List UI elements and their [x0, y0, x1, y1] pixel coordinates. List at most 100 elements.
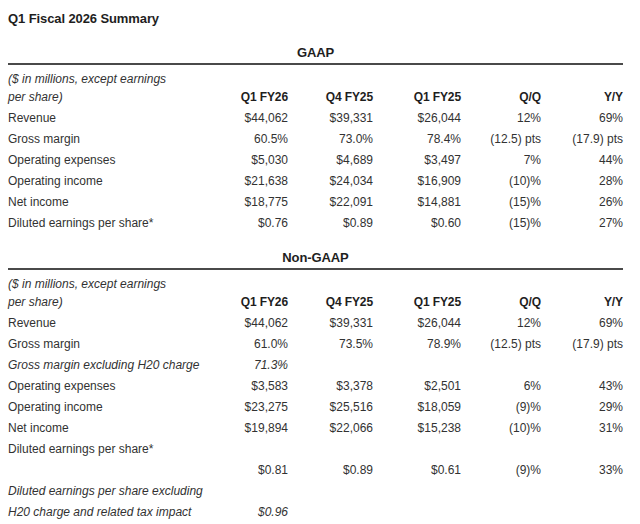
table-caption-line1: ($ in millions, except earnings	[8, 270, 623, 292]
cell-value: 44%	[541, 149, 623, 170]
row-label: Gross margin	[8, 333, 204, 354]
row-label: Operating income	[8, 396, 204, 417]
cell-value: 33%	[541, 459, 623, 480]
cell-value: (17.9) pts	[541, 128, 623, 149]
table-row: Revenue$44,062$39,331$26,04412%69%	[8, 312, 623, 333]
cell-value: $0.76	[204, 212, 288, 233]
cell-value: (15)%	[461, 191, 541, 212]
column-header: Q1 FY25	[373, 87, 461, 107]
cell-value: (9)%	[461, 459, 541, 480]
column-header: Q/Q	[461, 87, 541, 107]
cell-value: $26,044	[373, 107, 461, 128]
table-row: Gross margin excluding H20 charge71.3%	[8, 354, 623, 375]
row-label: Operating expenses	[8, 149, 204, 170]
cell-value: 78.4%	[373, 128, 461, 149]
cell-value: (12.5) pts	[461, 333, 541, 354]
cell-value	[204, 438, 288, 459]
row-label: Diluted earnings per share*	[8, 438, 204, 459]
row-label: Net income	[8, 191, 204, 212]
row-label: Diluted earnings per share*	[8, 212, 204, 233]
column-header: Q1 FY25	[373, 292, 461, 312]
page-title: Q1 Fiscal 2026 Summary	[8, 11, 623, 26]
cell-value: $0.89	[288, 459, 373, 480]
column-header: Y/Y	[541, 87, 623, 107]
column-header: Q1 FY26	[204, 87, 288, 107]
column-header: Q4 FY25	[288, 292, 373, 312]
cell-value: $3,497	[373, 149, 461, 170]
cell-value: $44,062	[204, 107, 288, 128]
cell-value: $22,066	[288, 417, 373, 438]
cell-value	[461, 501, 541, 522]
cell-value	[373, 501, 461, 522]
non-gaap-section: Non-GAAP ($ in millions, except earnings…	[8, 250, 623, 522]
cell-value: (15)%	[461, 212, 541, 233]
cell-value: 71.3%	[204, 354, 288, 375]
table-row: Operating expenses$3,583$3,378$2,5016%43…	[8, 375, 623, 396]
cell-value: $16,909	[373, 170, 461, 191]
cell-value	[288, 354, 373, 375]
cell-value: $0.81	[204, 459, 288, 480]
cell-value: 7%	[461, 149, 541, 170]
row-label: Operating income	[8, 170, 204, 191]
cell-value: 29%	[541, 396, 623, 417]
table-row: $0.81$0.89$0.61(9)%33%	[8, 459, 623, 480]
cell-value	[373, 480, 461, 501]
cell-value: $14,881	[373, 191, 461, 212]
cell-value	[288, 438, 373, 459]
cell-value: 60.5%	[204, 128, 288, 149]
table-caption-line2: per share)	[8, 292, 204, 312]
cell-value: $39,331	[288, 312, 373, 333]
cell-value: (10)%	[461, 170, 541, 191]
cell-value: $24,034	[288, 170, 373, 191]
cell-value: (17.9) pts	[541, 333, 623, 354]
row-label	[8, 459, 204, 480]
cell-value: 12%	[461, 107, 541, 128]
cell-value	[461, 354, 541, 375]
cell-value	[461, 438, 541, 459]
cell-value: $23,275	[204, 396, 288, 417]
cell-value: (12.5) pts	[461, 128, 541, 149]
table-caption-line2: per share)	[8, 87, 204, 107]
cell-value: 61.0%	[204, 333, 288, 354]
table-row: Operating income$23,275$25,516$18,059(9)…	[8, 396, 623, 417]
column-header: Q1 FY26	[204, 292, 288, 312]
table-row: Operating expenses$5,030$4,689$3,4977%44…	[8, 149, 623, 170]
cell-value	[541, 501, 623, 522]
cell-value: 73.5%	[288, 333, 373, 354]
row-label: Net income	[8, 417, 204, 438]
table-caption-row: ($ in millions, except earnings	[8, 270, 623, 292]
cell-value: $18,059	[373, 396, 461, 417]
non-gaap-table: ($ in millions, except earningsper share…	[8, 270, 623, 522]
table-caption-line1: ($ in millions, except earnings	[8, 65, 623, 87]
table-row: Gross margin60.5%73.0%78.4%(12.5) pts(17…	[8, 128, 623, 149]
cell-value: 12%	[461, 312, 541, 333]
section-title-non-gaap: Non-GAAP	[8, 250, 623, 270]
cell-value: 31%	[541, 417, 623, 438]
cell-value	[461, 480, 541, 501]
cell-value	[288, 501, 373, 522]
column-header: Q/Q	[461, 292, 541, 312]
row-label: Revenue	[8, 312, 204, 333]
table-row: Net income$18,775$22,091$14,881(15)%26%	[8, 191, 623, 212]
cell-value	[541, 354, 623, 375]
row-label: Revenue	[8, 107, 204, 128]
cell-value	[541, 480, 623, 501]
cell-value	[373, 438, 461, 459]
cell-value: $2,501	[373, 375, 461, 396]
cell-value: $22,091	[288, 191, 373, 212]
cell-value: 69%	[541, 107, 623, 128]
cell-value: 73.0%	[288, 128, 373, 149]
table-row: Diluted earnings per share*$0.76$0.89$0.…	[8, 212, 623, 233]
cell-value: $3,378	[288, 375, 373, 396]
cell-value: 78.9%	[373, 333, 461, 354]
table-row: Operating income$21,638$24,034$16,909(10…	[8, 170, 623, 191]
cell-value: $21,638	[204, 170, 288, 191]
table-row: H20 charge and related tax impact$0.96	[8, 501, 623, 522]
cell-value: $25,516	[288, 396, 373, 417]
row-label: H20 charge and related tax impact	[8, 501, 204, 522]
cell-value	[541, 438, 623, 459]
gaap-table: ($ in millions, except earningsper share…	[8, 65, 623, 233]
section-title-gaap: GAAP	[8, 45, 623, 65]
cell-value	[288, 480, 373, 501]
cell-value: $39,331	[288, 107, 373, 128]
